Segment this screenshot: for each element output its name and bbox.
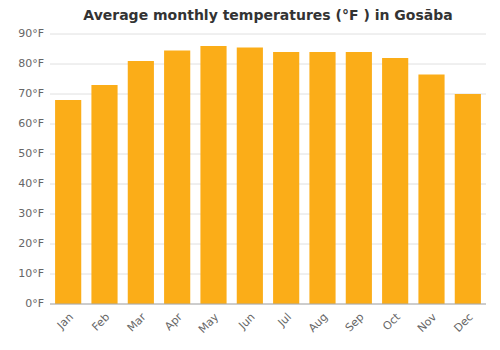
y-tick-label: 60°F (18, 117, 44, 130)
x-tick-label: Jul (275, 311, 294, 330)
y-tick-label: 90°F (18, 27, 44, 40)
x-tick-label: Nov (415, 310, 440, 335)
grid (50, 34, 486, 304)
title: Average monthly temperatures (°F ) in Go… (83, 7, 452, 23)
chart: Average monthly temperatures (°F ) in Go… (0, 0, 500, 350)
bar (91, 85, 117, 304)
y-axis: 0°F 10°F 20°F 30°F 40°F 50°F 60°F 70°F 80°F 90°F (18, 27, 44, 310)
y-tick-label: 0°F (25, 297, 44, 310)
bar (164, 51, 190, 305)
bar (346, 52, 372, 304)
y-tick-label: 20°F (18, 237, 44, 250)
x-tick-label: Aug (306, 311, 330, 335)
y-tick-label: 50°F (18, 147, 44, 160)
y-tick-label: 70°F (18, 87, 44, 100)
grid-line (50, 304, 486, 305)
x-axis-line (50, 304, 486, 305)
x-tick-label: Sep (343, 311, 367, 335)
bar (455, 94, 481, 304)
x-axis: Jan Feb Mar Apr May Jun Jul Aug Sep Oct Nov Dec (54, 310, 476, 336)
x-tick-label: Apr (162, 310, 185, 333)
y-tick-label: 30°F (18, 207, 44, 220)
grid-line (50, 64, 486, 65)
y-tick-label: 40°F (18, 177, 44, 190)
chart-container: Average monthly temperatures (°F ) in Go… (0, 0, 500, 350)
bar (382, 58, 408, 304)
x-tick-label: Jun (236, 311, 258, 333)
x-tick-label: Jan (54, 311, 76, 333)
bars (55, 46, 481, 304)
bar (418, 75, 444, 305)
x-tick-label: Mar (125, 310, 149, 334)
grid-line (50, 34, 486, 35)
bar (237, 48, 263, 305)
x-tick-label: Feb (89, 311, 112, 334)
bar (55, 100, 81, 304)
x-tick-label: Oct (380, 310, 403, 333)
x-tick-label: May (196, 310, 222, 336)
bar (200, 46, 226, 304)
y-tick-label: 80°F (18, 57, 44, 70)
x-tick-label: Dec (451, 311, 475, 335)
bar (273, 52, 299, 304)
bar (309, 52, 335, 304)
bar (128, 61, 154, 304)
y-tick-label: 10°F (18, 267, 44, 280)
